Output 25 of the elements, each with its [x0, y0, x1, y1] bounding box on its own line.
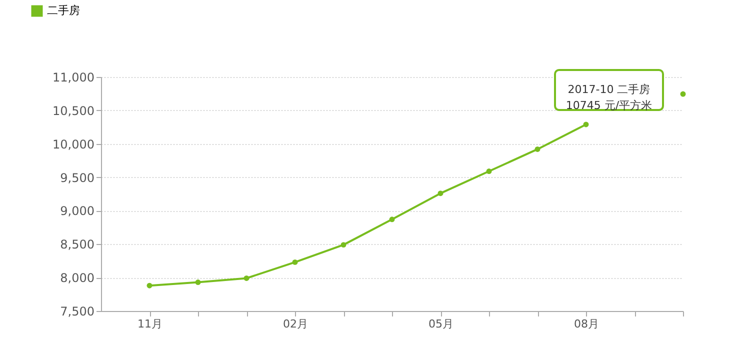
y-tick-label: 11,000	[52, 70, 94, 84]
point	[146, 282, 152, 288]
point	[195, 280, 201, 285]
y-tick-label: 8,500	[60, 238, 94, 252]
legend-label: 二手房	[47, 4, 80, 17]
annotation: 2017-10 二手房 10745 元/平方米	[566, 83, 652, 112]
x-tick-label: 08月	[574, 318, 599, 330]
point	[583, 122, 589, 128]
y-tick-label: 10,500	[52, 104, 94, 118]
point	[438, 190, 444, 196]
x-tick-label: 05月	[428, 318, 454, 330]
y-tick-label: 7,500	[60, 304, 94, 318]
point	[244, 276, 250, 281]
y-tick-label: 10,000	[52, 137, 94, 152]
point	[534, 146, 540, 152]
point	[292, 259, 298, 265]
x-tick-label: 02月	[283, 318, 308, 330]
x-tick-label: 11月	[138, 318, 162, 330]
y-tick-label: 9,500	[60, 170, 94, 185]
y-tick-label: 8,000	[60, 271, 94, 286]
point	[389, 216, 395, 222]
point	[340, 242, 346, 248]
y-tick-label: 9,000	[60, 204, 94, 218]
point	[486, 168, 492, 174]
point	[680, 91, 686, 97]
